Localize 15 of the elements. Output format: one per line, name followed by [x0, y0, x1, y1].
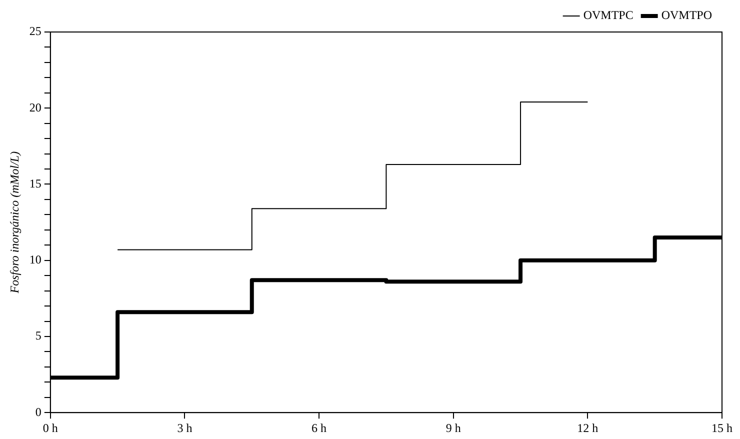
- x-tick-label: 3 h: [177, 420, 192, 435]
- y-axis-title: Fosforo inorgánico (mMol/L): [7, 151, 22, 294]
- legend-label: OVMTPC: [583, 8, 634, 22]
- legend-label: OVMTPO: [661, 8, 712, 22]
- y-tick-label: 15: [29, 176, 42, 190]
- y-tick-label: 20: [29, 100, 42, 114]
- x-tick-label: 9 h: [446, 420, 461, 435]
- x-tick-label: 15 h: [712, 420, 732, 435]
- x-tick-label: 0 h: [42, 420, 58, 435]
- y-tick-label: 25: [29, 24, 42, 38]
- y-tick-label: 5: [35, 328, 42, 343]
- y-tick-label: 10: [29, 252, 42, 267]
- x-tick-label: 12 h: [577, 420, 598, 435]
- x-tick-label: 6 h: [312, 420, 327, 435]
- y-tick-label: 0: [35, 404, 42, 419]
